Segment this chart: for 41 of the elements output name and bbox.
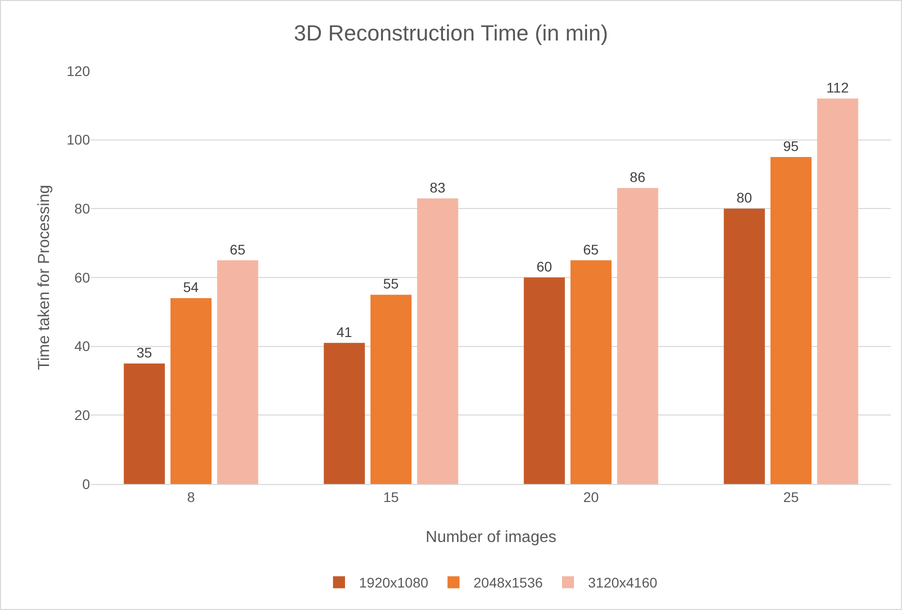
legend-label: 2048x1536	[474, 574, 544, 591]
x-axis-title: Number of images	[426, 529, 556, 546]
bar	[417, 198, 458, 484]
y-tick-label: 40	[74, 338, 90, 354]
x-tick-label: 25	[783, 488, 799, 505]
x-tick-label: 20	[583, 488, 599, 505]
data-label: 86	[630, 169, 646, 186]
bar	[170, 298, 212, 484]
data-label: 54	[183, 279, 199, 296]
data-label: 41	[336, 324, 352, 340]
legend-label: 3120x4160	[588, 574, 658, 591]
bar	[817, 98, 858, 484]
y-tick-label: 100	[66, 132, 90, 148]
y-axis-title: Time taken for Processing	[36, 184, 53, 370]
chart-title: 3D Reconstruction Time (in min)	[294, 20, 608, 46]
y-tick-label: 0	[82, 476, 90, 492]
bar	[570, 260, 612, 484]
bar	[370, 294, 412, 484]
y-tick-label: 120	[66, 62, 90, 79]
bar	[124, 364, 165, 484]
bar	[770, 157, 812, 484]
y-tick-label: 20	[74, 407, 90, 424]
bar	[724, 208, 765, 484]
y-tick-label: 60	[74, 269, 90, 286]
bar	[524, 278, 565, 484]
data-label: 112	[826, 80, 849, 96]
data-label: 60	[536, 258, 552, 274]
data-label: 55	[383, 276, 399, 292]
x-tick-label: 8	[187, 488, 196, 505]
bar	[324, 342, 365, 484]
data-label: 65	[583, 241, 599, 258]
data-label: 80	[736, 190, 752, 206]
data-label: 65	[230, 241, 246, 258]
data-label: 83	[430, 179, 446, 196]
x-tick-label: 15	[383, 488, 399, 505]
data-label: 35	[136, 344, 152, 361]
y-tick-label: 80	[74, 200, 90, 217]
data-label: 95	[783, 138, 799, 154]
legend-label: 1920x1080	[359, 574, 429, 591]
bar	[617, 188, 658, 484]
bar	[217, 260, 258, 484]
